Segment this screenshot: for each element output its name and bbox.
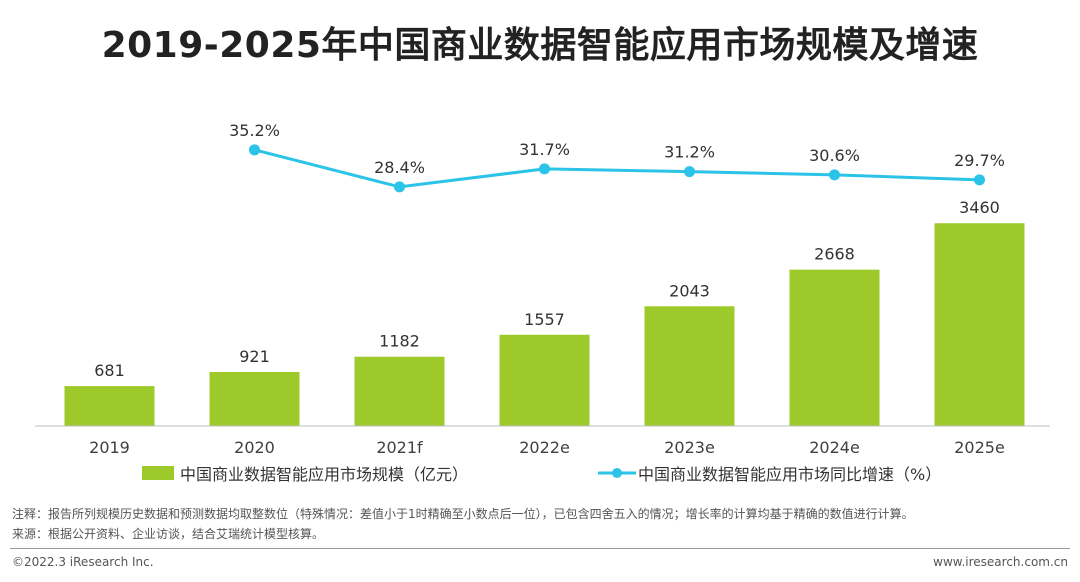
growth-label-2021f: 28.4% — [374, 158, 425, 177]
growth-point-2024e — [829, 169, 840, 181]
footnote: 注释：报告所列规模历史数据和预测数据均取整数位（特殊情况：差值小于1时精确至小数… — [12, 507, 914, 521]
bar-label-2023e: 2043 — [669, 281, 710, 300]
x-tick-2019: 2019 — [89, 438, 130, 457]
growth-label-2025e: 29.7% — [954, 151, 1005, 170]
bar-2024e — [789, 269, 880, 426]
website-url: www.iresearch.com.cn — [933, 555, 1068, 569]
bar-label-2020: 921 — [239, 347, 270, 366]
growth-label-2020: 35.2% — [229, 121, 280, 140]
bar-2019 — [64, 386, 155, 426]
growth-label-2023e: 31.2% — [664, 143, 715, 162]
bar-2020 — [209, 372, 300, 426]
bar-2022e — [499, 334, 590, 426]
growth-point-2023e — [684, 166, 695, 178]
footer-divider — [10, 548, 1070, 549]
legend-label-bar: 中国商业数据智能应用市场规模（亿元） — [180, 465, 468, 484]
growth-label-2024e: 30.6% — [809, 146, 860, 165]
bar-label-2019: 681 — [94, 361, 125, 380]
x-tick-2025e: 2025e — [954, 438, 1005, 457]
legend-swatch-marker — [612, 468, 622, 478]
growth-point-2022e — [539, 163, 550, 175]
bar-label-2025e: 3460 — [959, 198, 1000, 217]
growth-label-2022e: 31.7% — [519, 140, 570, 159]
x-tick-2020: 2020 — [234, 438, 275, 457]
growth-point-2021f — [394, 181, 405, 193]
copyright: ©2022.3 iResearch Inc. — [12, 555, 154, 569]
legend-swatch-bar — [142, 466, 174, 480]
x-tick-2023e: 2023e — [664, 438, 715, 457]
bar-label-2022e: 1557 — [524, 310, 565, 329]
legend: 中国商业数据智能应用市场规模（亿元） 中国商业数据智能应用市场同比增速（%） — [142, 465, 941, 484]
chart-title: 2019-2025年中国商业数据智能应用市场规模及增速 — [101, 25, 979, 66]
growth-point-2020 — [249, 144, 260, 156]
legend-label-line: 中国商业数据智能应用市场同比增速（%） — [638, 465, 941, 484]
source-note: 来源：根据公开资料、企业访谈，结合艾瑞统计模型核算。 — [12, 527, 325, 541]
bar-2021f — [354, 356, 445, 426]
x-tick-2022e: 2022e — [519, 438, 570, 457]
bar-label-2021f: 1182 — [379, 332, 420, 351]
growth-point-2025e — [974, 174, 985, 186]
x-tick-2024e: 2024e — [809, 438, 860, 457]
chart-area: 681 921 1182 1557 2043 2668 3460 2019 2020 2021f… — [35, 121, 1050, 484]
x-tick-2021f: 2021f — [376, 438, 423, 457]
bar-2025e — [934, 223, 1025, 426]
bar-label-2024e: 2668 — [814, 245, 855, 264]
bar-2023e — [644, 306, 735, 426]
growth-line — [254, 148, 980, 189]
